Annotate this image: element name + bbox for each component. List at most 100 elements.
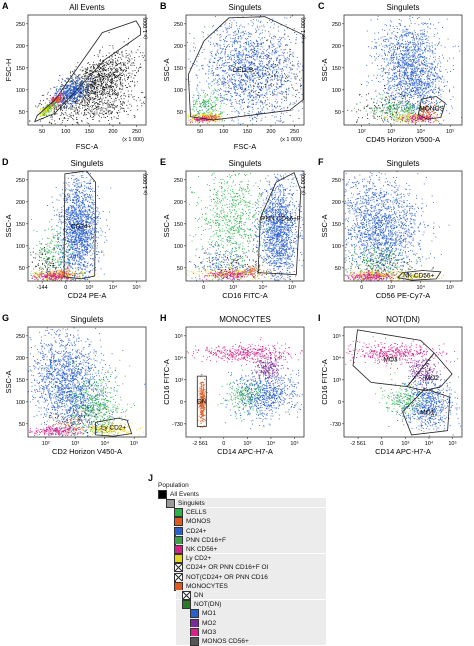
- panel-label-F: F: [318, 157, 324, 167]
- x-tick-label: 10⁴: [258, 284, 267, 291]
- panel-title: All Events: [69, 3, 105, 12]
- x-axis-label: CD16 FITC-A: [222, 291, 267, 300]
- panel-title: Singulets: [387, 159, 420, 168]
- x-tick-label: 10⁵: [132, 284, 140, 291]
- legend-boolean-gate-icon: [174, 573, 183, 582]
- x-tick-label: 10⁴: [267, 440, 276, 447]
- y-axis-label: CD16 FITC-A: [320, 359, 329, 404]
- x-tick-label: 10⁵: [446, 284, 454, 291]
- panel-label-D: D: [2, 157, 9, 167]
- legend-swatch: [174, 517, 183, 526]
- legend-swatch: [174, 554, 183, 563]
- x-tick-label: 150: [243, 129, 252, 135]
- legend-swatch: [174, 582, 183, 591]
- legend-label: CD24+ OR PNN CD16+F OI: [186, 564, 268, 571]
- gate-label: CD24+: [71, 223, 92, 230]
- x-tick-label: 250: [290, 129, 299, 135]
- legend-label: All Events: [170, 491, 199, 498]
- y-axis-label: CD16 FITC-A: [162, 359, 171, 404]
- legend-label: NK CD56+: [186, 546, 217, 553]
- y-tick-label: 10⁵: [333, 333, 341, 340]
- x-tick-label: -2 561: [192, 441, 208, 447]
- y-tick-label: 100: [332, 244, 341, 250]
- y-tick-label: 150: [174, 66, 183, 72]
- y-tick-label: 200: [174, 200, 183, 206]
- panel-label-H: H: [160, 313, 167, 323]
- legend-swatch: [158, 490, 167, 499]
- panel-label-G: G: [2, 313, 9, 323]
- x-tick-label: 150: [85, 129, 94, 135]
- legend-label: NOT(CD24+ OR PNN CD16: [186, 574, 268, 581]
- legend-label: MO1: [202, 610, 216, 617]
- y-tick-label: 250: [174, 22, 183, 28]
- y-tick-label: 50: [335, 110, 341, 116]
- x-tick-label: 10⁴: [109, 284, 118, 291]
- gate-label: DN: [197, 398, 207, 405]
- x-scale-note: (x 1 000): [122, 137, 144, 143]
- scatter-cluster: [345, 336, 458, 369]
- y-tick-label: 250: [332, 22, 341, 28]
- y-tick-label: 10³: [333, 378, 341, 384]
- scatter-points: [186, 171, 305, 282]
- x-axis-label: CD56 PE-Cy7-A: [376, 291, 431, 300]
- y-tick-label: 50: [19, 422, 25, 428]
- y-axis-label: SSC-A: [162, 215, 171, 238]
- legend-swatch: [174, 536, 183, 545]
- scatter-points: [187, 337, 305, 437]
- y-scale-note: (x 1 000): [301, 173, 307, 195]
- y-tick-label: 150: [16, 378, 25, 384]
- y-axis-label: SSC-A: [4, 215, 13, 238]
- gate-label: MO2: [425, 375, 439, 382]
- y-scale-note: (x 1 000): [301, 17, 307, 39]
- y-tick-label: 100: [174, 244, 183, 250]
- x-tick-label: -2 561: [350, 441, 366, 447]
- y-tick-label: 200: [16, 44, 25, 50]
- scatter-cluster: [366, 16, 462, 126]
- x-tick-label: 10²: [42, 441, 50, 447]
- y-tick-label: 50: [177, 266, 183, 272]
- legend-label: NOT(DN): [194, 601, 221, 608]
- legend-label: Ly CD2+: [186, 555, 211, 562]
- legend-label: PNN CD16+F: [186, 537, 226, 544]
- panel-title: Singulets: [229, 159, 262, 168]
- y-tick-label: 50: [335, 266, 341, 272]
- legend-swatch: [166, 499, 175, 508]
- y-tick-label: 50: [19, 110, 25, 116]
- y-tick-label: 250: [16, 22, 25, 28]
- panel-label-E: E: [160, 157, 166, 167]
- scatter-cluster: [29, 215, 76, 281]
- scatter-points: [29, 32, 146, 126]
- gate-label: Ly CD2+: [101, 425, 126, 432]
- y-tick-label: 250: [174, 178, 183, 184]
- panel-title: Singulets: [387, 3, 420, 12]
- scatter-points: [344, 171, 449, 282]
- panel-label-B: B: [160, 1, 167, 11]
- y-axis-label: SSC-A: [320, 215, 329, 238]
- x-tick-label: 10⁵: [288, 284, 296, 291]
- legend-label: Singulets: [178, 500, 205, 507]
- y-tick-label: 0: [180, 400, 183, 406]
- x-tick-label: 50: [39, 129, 45, 135]
- legend-label: DN: [194, 592, 203, 599]
- y-tick-label: 200: [332, 44, 341, 50]
- y-tick-label: 200: [332, 200, 341, 206]
- x-tick-label: 10²: [358, 129, 366, 135]
- legend-label: MO3: [202, 629, 216, 636]
- gate-label: NK CD56+: [403, 272, 434, 279]
- scatter-cluster: [200, 356, 305, 438]
- scatter-cluster: [344, 171, 449, 282]
- y-tick-label: 50: [177, 110, 183, 116]
- x-tick-label: 10⁵: [448, 440, 456, 447]
- x-tick-label: -144: [37, 285, 48, 291]
- legend-boolean-gate-icon: [174, 563, 183, 572]
